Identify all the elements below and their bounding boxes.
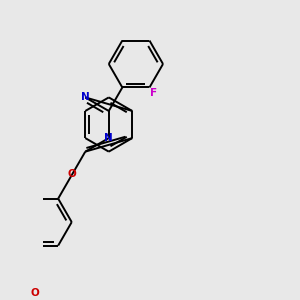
Text: F: F — [150, 88, 157, 98]
Text: N: N — [81, 92, 90, 102]
Text: N: N — [104, 133, 113, 143]
Text: O: O — [67, 169, 76, 178]
Text: O: O — [31, 288, 40, 298]
